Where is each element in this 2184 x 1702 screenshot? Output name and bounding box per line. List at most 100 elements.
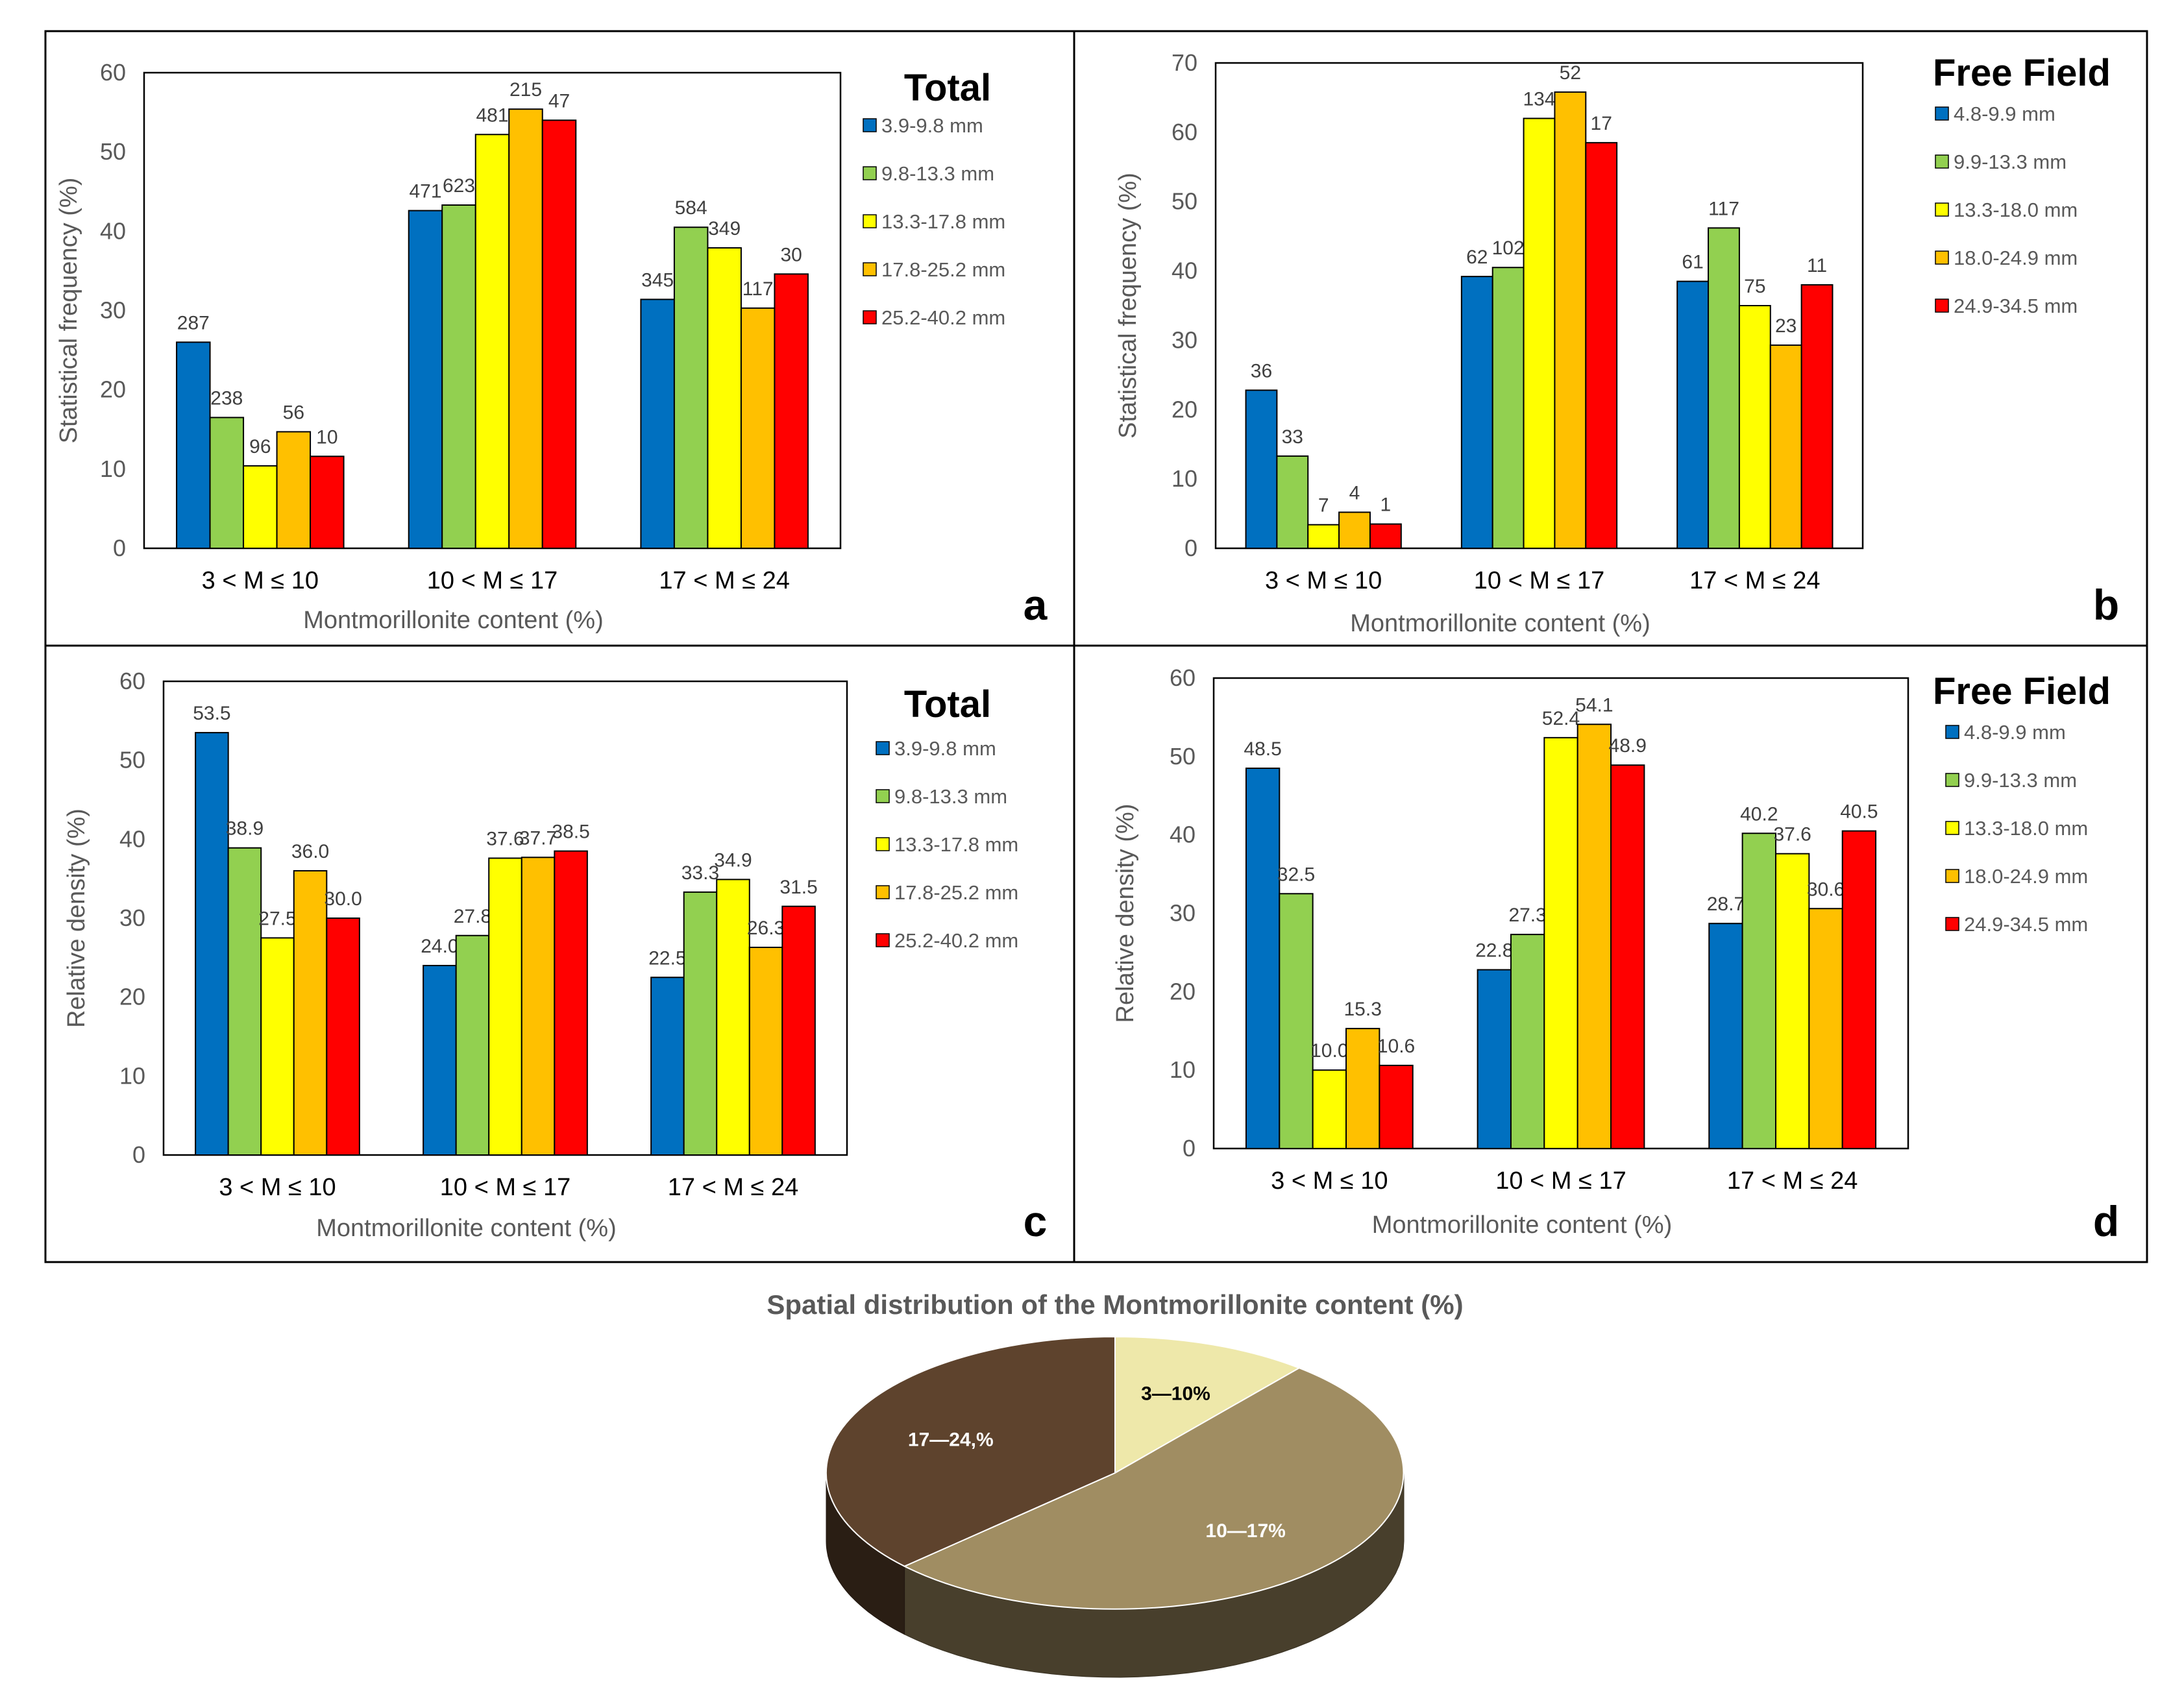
data-label: 33.3: [681, 862, 719, 884]
category-label: 17 < M ≤ 24: [659, 567, 789, 594]
data-label: 34.9: [714, 849, 752, 871]
bar: [1307, 524, 1340, 550]
category-label: 17 < M ≤ 24: [1689, 567, 1820, 594]
legend-swatch: [876, 837, 890, 851]
y-tick-label: 20: [100, 376, 126, 403]
legend-entry: 18.0-24.9 mm: [1964, 865, 2088, 888]
data-label: 10.6: [1377, 1036, 1415, 1057]
y-tick-label: 0: [113, 535, 126, 561]
bar: [640, 298, 675, 549]
y-tick-label: 0: [1184, 535, 1197, 561]
bar: [781, 905, 816, 1156]
data-label: 61: [1682, 252, 1703, 273]
bar: [441, 204, 476, 550]
data-label: 22.8: [1475, 940, 1513, 962]
bar: [423, 965, 457, 1156]
data-label: 96: [249, 436, 271, 457]
data-label: 22.5: [648, 947, 686, 969]
category-label: 10 < M ≤ 17: [440, 1174, 571, 1201]
y-axis-title: Relative density (%): [63, 808, 90, 1028]
bar-panel-b: 0 10 20 30 40 50 60 70 36 33 741 3 < M ≤ 10 62 102 134…: [1073, 30, 2148, 647]
bar: [1312, 1069, 1347, 1149]
bar: [1460, 276, 1493, 549]
data-label: 38.9: [226, 818, 264, 840]
legend-entry: 24.9-34.5 mm: [1954, 295, 2078, 317]
y-tick-label: 40: [1172, 258, 1197, 284]
y-tick-label: 0: [1183, 1135, 1196, 1161]
y-tick-label: 60: [100, 59, 126, 86]
bar: [1708, 923, 1743, 1150]
category-label: 3 < M ≤ 10: [1265, 567, 1382, 594]
y-tick-label: 50: [1172, 188, 1197, 215]
legend-swatch: [876, 789, 890, 803]
legend-swatch: [1945, 773, 1959, 787]
data-label: 4: [1349, 482, 1360, 504]
bar: [310, 456, 345, 550]
legend-swatch: [1935, 202, 1949, 217]
legend-swatch: [876, 933, 890, 947]
bar: [541, 119, 577, 550]
x-axis-title: Montmorillonite content (%): [1350, 610, 1650, 637]
panel-title: Total: [904, 683, 991, 725]
y-axis-title: Relative density (%): [1112, 804, 1139, 1023]
bar: [683, 891, 718, 1156]
y-tick-label: 50: [119, 747, 145, 773]
legend-entry: 13.3-17.8 mm: [881, 210, 1005, 233]
bar: [1841, 830, 1877, 1149]
bar-panel-c: 0 10 20 30 40 50 60 53.5 38.9 27.5 36.0 30.0 3 < M ≤…: [44, 644, 1075, 1263]
data-label: 117: [742, 278, 774, 300]
data-label: 7: [1318, 495, 1329, 517]
y-tick-label: 30: [1172, 326, 1197, 353]
bar: [1491, 267, 1525, 549]
data-label: 62: [1466, 247, 1488, 268]
data-label: 623: [443, 175, 475, 197]
legend-entry: 3.9-9.8 mm: [881, 114, 983, 137]
data-label: 17: [1591, 113, 1612, 134]
bar: [1379, 1064, 1414, 1149]
data-label: 1: [1380, 494, 1392, 516]
bar: [774, 273, 809, 549]
y-axis-title: Statistical frequency (%): [1114, 173, 1142, 439]
data-label: 30.6: [1807, 879, 1845, 900]
panel-letter: a: [1024, 581, 1048, 629]
data-label: 47: [548, 90, 570, 112]
bar: [293, 870, 328, 1156]
pie-title: Spatial distribution of the Montmorillon…: [767, 1289, 1463, 1320]
legend-swatch: [863, 262, 877, 276]
bar: [1276, 455, 1309, 549]
bar: [554, 850, 588, 1156]
bar: [1741, 833, 1776, 1149]
data-label: 37.7: [519, 827, 557, 849]
y-tick-label: 20: [1170, 978, 1196, 1004]
bar: [1554, 91, 1587, 549]
data-label: 134: [1523, 88, 1555, 110]
data-label: 48.9: [1609, 735, 1647, 757]
legend-entry: 17.8-25.2 mm: [881, 258, 1005, 281]
y-tick-label: 40: [1170, 821, 1196, 848]
data-label: 31.5: [779, 877, 817, 898]
data-label: 32.5: [1277, 864, 1315, 885]
data-label: 27.5: [258, 908, 296, 929]
bar: [716, 879, 750, 1156]
bar: [260, 937, 295, 1156]
legend-entry: 25.2-40.2 mm: [894, 929, 1018, 952]
data-label: 27.8: [454, 906, 491, 927]
data-label: 48.5: [1244, 738, 1281, 760]
category-label: 17 < M ≤ 24: [668, 1174, 798, 1201]
panel-title: Free Field: [1933, 52, 2111, 94]
panel-letter: c: [1024, 1197, 1048, 1245]
legend-swatch: [1945, 821, 1959, 835]
bar: [1245, 767, 1281, 1150]
data-label: 24.0: [421, 936, 458, 957]
bar: [455, 934, 490, 1156]
data-label: 471: [409, 181, 441, 202]
legend-entry: 9.8-13.3 mm: [894, 785, 1007, 808]
bar: [326, 918, 360, 1156]
bar: [508, 108, 543, 550]
legend-entry: 9.8-13.3 mm: [881, 162, 994, 185]
data-label: 30: [780, 244, 802, 265]
data-label: 349: [708, 218, 741, 239]
data-label: 26.3: [747, 918, 785, 939]
bar: [1610, 764, 1645, 1149]
bar: [1585, 141, 1618, 549]
